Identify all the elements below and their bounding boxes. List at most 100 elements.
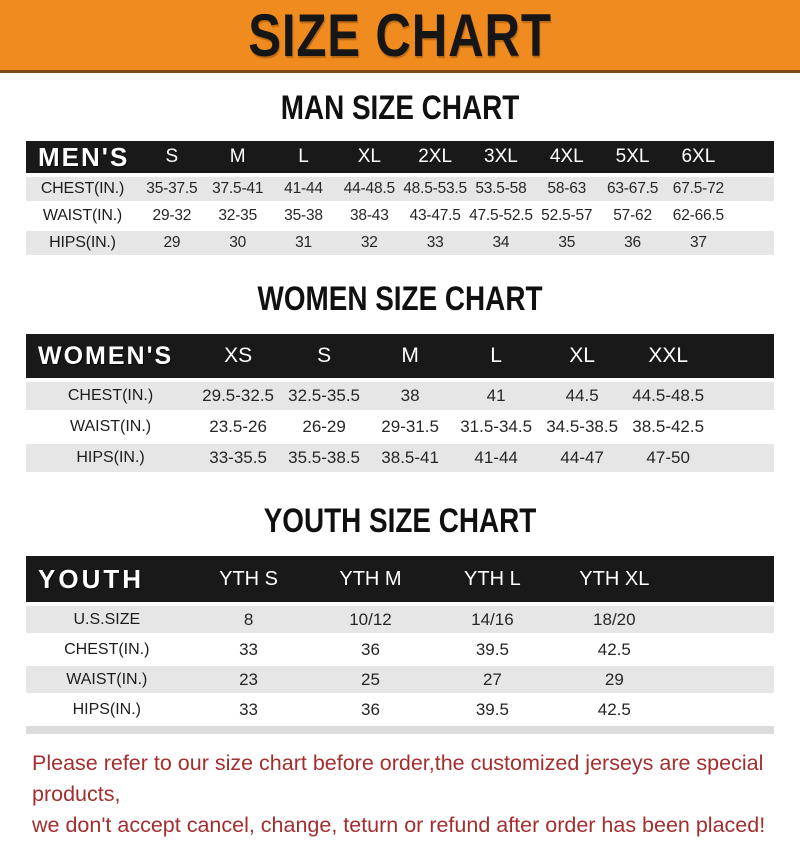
value-cell: 41 (453, 380, 540, 413)
value-cell: 62-66.5 (665, 202, 732, 231)
spacer-cell (731, 229, 774, 258)
spacer-cell (675, 556, 774, 606)
value-cell: 29 (553, 664, 676, 696)
value-cell: 63-67.5 (599, 175, 666, 204)
value-cell: 42.5 (553, 694, 676, 726)
value-cell: 36 (309, 694, 432, 726)
value-cell: 37 (665, 229, 732, 258)
value-cell: 31 (270, 229, 337, 258)
header-row: MEN'S S M L XL 2XL 3XL 4XL 5XL 6XL (26, 141, 774, 177)
value-cell: 38-43 (336, 202, 403, 231)
value-cell: 14/16 (431, 604, 554, 636)
value-cell: 29.5-32.5 (195, 380, 282, 413)
banner-title: SIZE CHART (248, 1, 552, 69)
spacer-cell (675, 634, 774, 666)
size-column-header: L (270, 141, 337, 177)
disclaimer-line: Please refer to our size chart before or… (32, 751, 764, 806)
value-cell: 26-29 (281, 411, 368, 444)
size-column-header: XS (195, 334, 282, 382)
spacer-cell (711, 411, 774, 444)
table-row: WAIST(IN.) 23 25 27 29 (26, 664, 774, 696)
value-cell: 48.5-53.5 (402, 175, 469, 204)
spacer-cell (675, 694, 774, 726)
size-column-header: 5XL (599, 141, 666, 177)
size-column-header: S (138, 141, 205, 177)
value-cell: 36 (309, 634, 432, 666)
table-row: CHEST(IN.) 33 36 39.5 42.5 (26, 634, 774, 666)
value-cell: 38.5-41 (367, 442, 454, 475)
table-row: HIPS(IN.) 29 30 31 32 33 34 35 36 37 (26, 229, 774, 258)
value-cell: 32.5-35.5 (281, 380, 368, 413)
value-cell: 33 (187, 694, 310, 726)
mens-section: MAN SIZE CHART MEN'S S M L XL 2XL 3XL 4XL 5XL 6XL… (0, 89, 800, 258)
value-cell: 32-35 (204, 202, 271, 231)
value-cell: 33-35.5 (195, 442, 282, 475)
value-cell: 35-38 (270, 202, 337, 231)
row-label: CHEST(IN.) (26, 175, 139, 204)
row-label: WAIST(IN.) (26, 202, 139, 231)
value-cell: 36 (599, 229, 666, 258)
size-column-header: 3XL (468, 141, 534, 177)
mens-size-table: MEN'S S M L XL 2XL 3XL 4XL 5XL 6XL CHEST(IN.) 35-37… (26, 141, 774, 258)
value-cell: 57-62 (599, 202, 666, 231)
value-cell: 18/20 (553, 604, 676, 636)
size-column-header: YTH L (431, 556, 554, 606)
value-cell: 37.5-41 (204, 175, 271, 204)
row-label: U.S.SIZE (26, 604, 188, 636)
size-column-header: XL (539, 334, 626, 382)
value-cell: 52.5-57 (533, 202, 600, 231)
spacer-cell (731, 202, 774, 231)
value-cell: 34 (468, 229, 534, 258)
youth-section: YOUTH SIZE CHART YOUTH YTH S YTH M YTH L YTH… (0, 502, 800, 734)
womens-size-table: WOMEN'S XS S M L XL XXL CHEST(IN.) 29.5-32.5 32.5… (26, 334, 774, 475)
youth-size-table: YOUTH YTH S YTH M YTH L YTH XL U.S.SIZE 8 10/12… (26, 556, 774, 726)
value-cell: 42.5 (553, 634, 676, 666)
value-cell: 29-31.5 (367, 411, 454, 444)
size-column-header: 6XL (665, 141, 732, 177)
value-cell: 27 (431, 664, 554, 696)
value-cell: 41-44 (453, 442, 540, 475)
header-row: WOMEN'S XS S M L XL XXL (26, 334, 774, 382)
spacer-cell (731, 141, 774, 177)
value-cell: 10/12 (309, 604, 432, 636)
size-column-header: S (281, 334, 368, 382)
value-cell: 23.5-26 (195, 411, 282, 444)
table-title-label: WOMEN'S (26, 334, 196, 382)
value-cell: 44.5 (539, 380, 626, 413)
banner: SIZE CHART (0, 0, 800, 73)
value-cell: 34.5-38.5 (539, 411, 626, 444)
table-row: HIPS(IN.) 33 36 39.5 42.5 (26, 694, 774, 726)
value-cell: 25 (309, 664, 432, 696)
mens-section-heading: MAN SIZE CHART (280, 89, 520, 127)
table-title-label: MEN'S (26, 141, 139, 177)
value-cell: 47-50 (625, 442, 712, 475)
size-column-header: 4XL (533, 141, 600, 177)
row-label: WAIST(IN.) (26, 664, 188, 696)
header-row: YOUTH YTH S YTH M YTH L YTH XL (26, 556, 774, 606)
spacer-cell (675, 664, 774, 696)
table-title-label: YOUTH (26, 556, 188, 606)
value-cell: 47.5-52.5 (468, 202, 534, 231)
spacer-cell (675, 604, 774, 636)
table-body: U.S.SIZE 8 10/12 14/16 18/20 CHEST(IN.) 33 36 39… (26, 604, 774, 726)
value-cell: 43-47.5 (402, 202, 469, 231)
row-label: CHEST(IN.) (26, 634, 188, 666)
row-label: HIPS(IN.) (26, 229, 139, 258)
row-label: WAIST(IN.) (26, 411, 196, 444)
size-column-header: YTH M (309, 556, 432, 606)
table-row: WAIST(IN.) 29-32 32-35 35-38 38-43 43-47.5 47.… (26, 202, 774, 231)
value-cell: 67.5-72 (665, 175, 732, 204)
size-column-header: YTH XL (553, 556, 676, 606)
table-row: CHEST(IN.) 29.5-32.5 32.5-35.5 38 41 44.5 44.5… (26, 380, 774, 413)
row-label: HIPS(IN.) (26, 694, 188, 726)
spacer-cell (711, 442, 774, 475)
size-column-header: 2XL (402, 141, 469, 177)
value-cell: 23 (187, 664, 310, 696)
value-cell: 33 (402, 229, 469, 258)
value-cell: 31.5-34.5 (453, 411, 540, 444)
table-body: CHEST(IN.) 29.5-32.5 32.5-35.5 38 41 44.5 44.5… (26, 380, 774, 475)
spacer-cell (711, 380, 774, 413)
row-label: CHEST(IN.) (26, 380, 196, 413)
disclaimer: Please refer to our size chart before or… (0, 734, 800, 841)
value-cell: 39.5 (431, 694, 554, 726)
